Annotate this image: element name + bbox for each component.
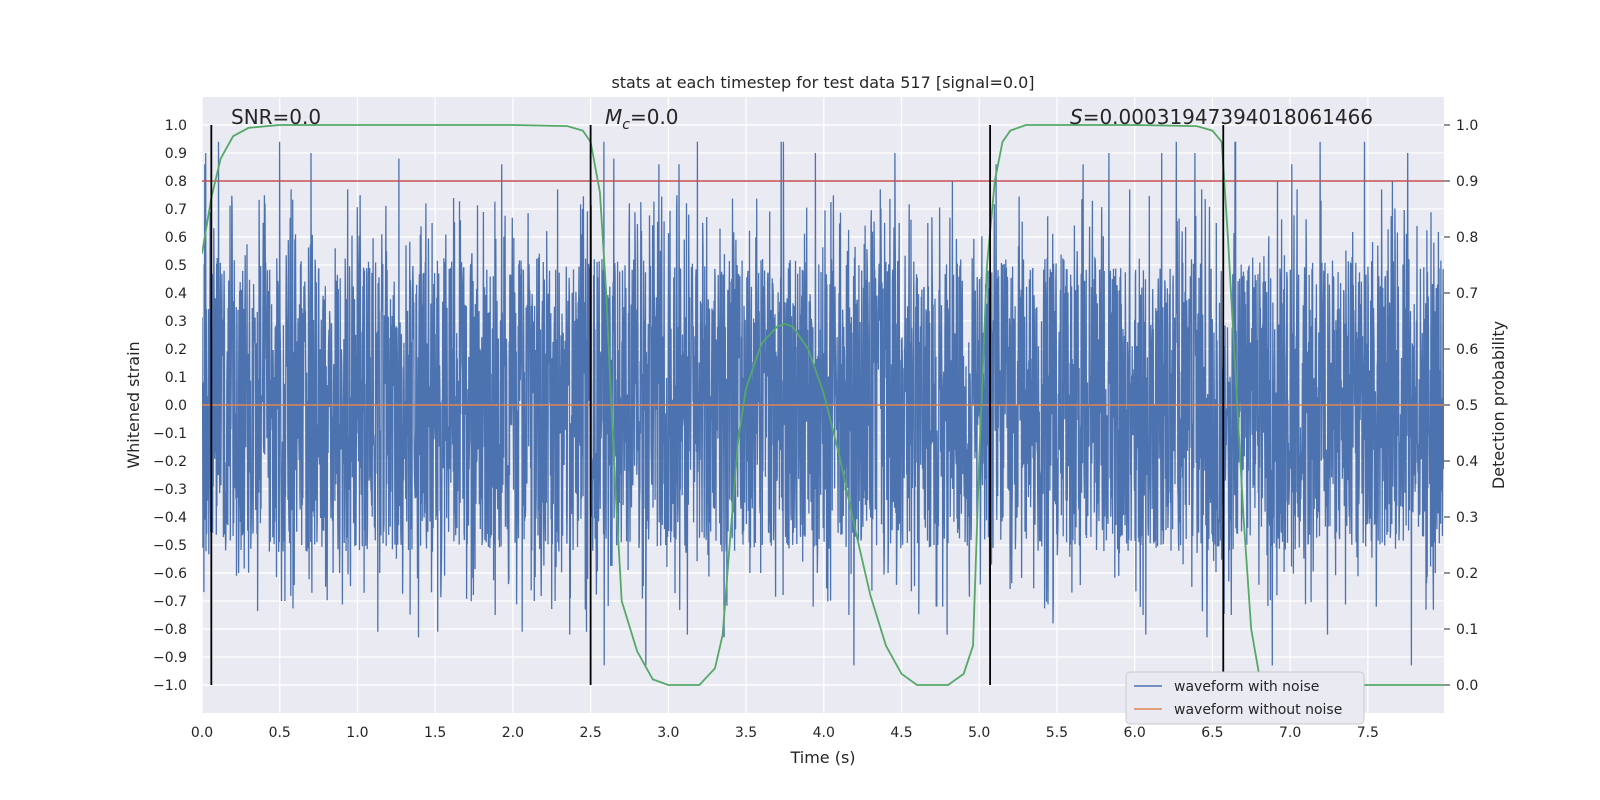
y-tick-label: 0.9 bbox=[165, 146, 187, 162]
legend-label-noise: waveform with noise bbox=[1174, 679, 1319, 695]
y-right-tick-label: 0.0 bbox=[1456, 678, 1478, 694]
y-tick-label: 0.0 bbox=[165, 398, 187, 414]
y-right-tick-label: 0.9 bbox=[1456, 174, 1478, 190]
y-tick-label: −0.4 bbox=[153, 510, 187, 526]
mc-annotation: Mc=0.0 bbox=[605, 105, 679, 133]
y-right-axis-label: Detection probability bbox=[1489, 321, 1508, 489]
noise-series bbox=[202, 141, 1444, 666]
y-tick-label: −0.5 bbox=[153, 538, 187, 554]
noise-waveform-line bbox=[202, 141, 1444, 666]
y-tick-label: 0.8 bbox=[165, 174, 187, 190]
x-tick-label: 2.5 bbox=[579, 725, 601, 741]
s-symbol: S bbox=[1070, 105, 1083, 129]
y-tick-label: 1.0 bbox=[165, 118, 187, 134]
y-right-tick-label: 0.8 bbox=[1456, 230, 1478, 246]
y-tick-label: 0.2 bbox=[165, 342, 187, 358]
mc-value: =0.0 bbox=[630, 105, 679, 129]
y-tick-label: −0.2 bbox=[153, 454, 187, 470]
y-tick-label: −0.9 bbox=[153, 650, 187, 666]
legend-box bbox=[1125, 671, 1365, 725]
x-tick-label: 3.0 bbox=[657, 725, 679, 741]
y-tick-label: 0.3 bbox=[165, 314, 187, 330]
legend: waveform with noise waveform without noi… bbox=[1125, 671, 1365, 725]
y-right-tick-label: 1.0 bbox=[1456, 118, 1478, 134]
y-axis-label: Whitened strain bbox=[124, 341, 143, 468]
ticks: 0.0 0.5 1.0 1.5 2.0 2.5 3.0 3.5 4.0 4.5 5.0 5.5 6.0 6… bbox=[153, 118, 1478, 741]
y-tick-label: −0.8 bbox=[153, 622, 187, 638]
legend-label-clean: waveform without noise bbox=[1174, 702, 1342, 718]
y-tick-label: −1.0 bbox=[153, 678, 187, 694]
x-tick-label: 3.5 bbox=[735, 725, 757, 741]
mc-subscript: c bbox=[622, 117, 630, 133]
y-right-tick-label: 0.5 bbox=[1456, 398, 1478, 414]
y-tick-label: −0.7 bbox=[153, 594, 187, 610]
y-right-tick-label: 0.1 bbox=[1456, 622, 1478, 638]
y-right-tick-label: 0.2 bbox=[1456, 566, 1478, 582]
x-tick-label: 1.0 bbox=[346, 725, 368, 741]
x-axis-label: Time (s) bbox=[789, 748, 855, 767]
s-value: =0.00031947394018061466 bbox=[1083, 105, 1373, 129]
y-tick-label: 0.6 bbox=[165, 230, 187, 246]
mc-symbol: M bbox=[605, 105, 622, 129]
y-right-tick-label: 0.6 bbox=[1456, 342, 1478, 358]
x-tick-label: 4.0 bbox=[813, 725, 835, 741]
x-tick-label: 2.0 bbox=[502, 725, 524, 741]
y-tick-label: −0.3 bbox=[153, 482, 187, 498]
chart-title: stats at each timestep for test data 517… bbox=[611, 73, 1034, 92]
y-tick-label: 0.7 bbox=[165, 202, 187, 218]
x-tick-label: 5.5 bbox=[1046, 725, 1068, 741]
y-right-tick-label: 0.7 bbox=[1456, 286, 1478, 302]
vertical-markers bbox=[210, 125, 1225, 685]
x-tick-label: 5.0 bbox=[968, 725, 990, 741]
s-annotation: S=0.00031947394018061466 bbox=[1070, 105, 1373, 129]
x-tick-label: 4.5 bbox=[890, 725, 912, 741]
y-tick-label: −0.1 bbox=[153, 426, 187, 442]
x-tick-label: 6.0 bbox=[1124, 725, 1146, 741]
x-tick-label: 0.0 bbox=[191, 725, 213, 741]
x-tick-label: 1.5 bbox=[424, 725, 446, 741]
x-tick-label: 0.5 bbox=[269, 725, 291, 741]
y-right-tick-label: 0.4 bbox=[1456, 454, 1478, 470]
x-tick-label: 7.5 bbox=[1357, 725, 1379, 741]
y-right-tick-label: 0.3 bbox=[1456, 510, 1478, 526]
x-tick-label: 6.5 bbox=[1201, 725, 1223, 741]
snr-annotation: SNR=0.0 bbox=[231, 105, 321, 129]
y-tick-label: 0.5 bbox=[165, 258, 187, 274]
x-tick-label: 7.0 bbox=[1279, 725, 1301, 741]
y-tick-label: 0.4 bbox=[165, 286, 187, 302]
y-tick-label: −0.6 bbox=[153, 566, 187, 582]
y-tick-label: 0.1 bbox=[165, 370, 187, 386]
